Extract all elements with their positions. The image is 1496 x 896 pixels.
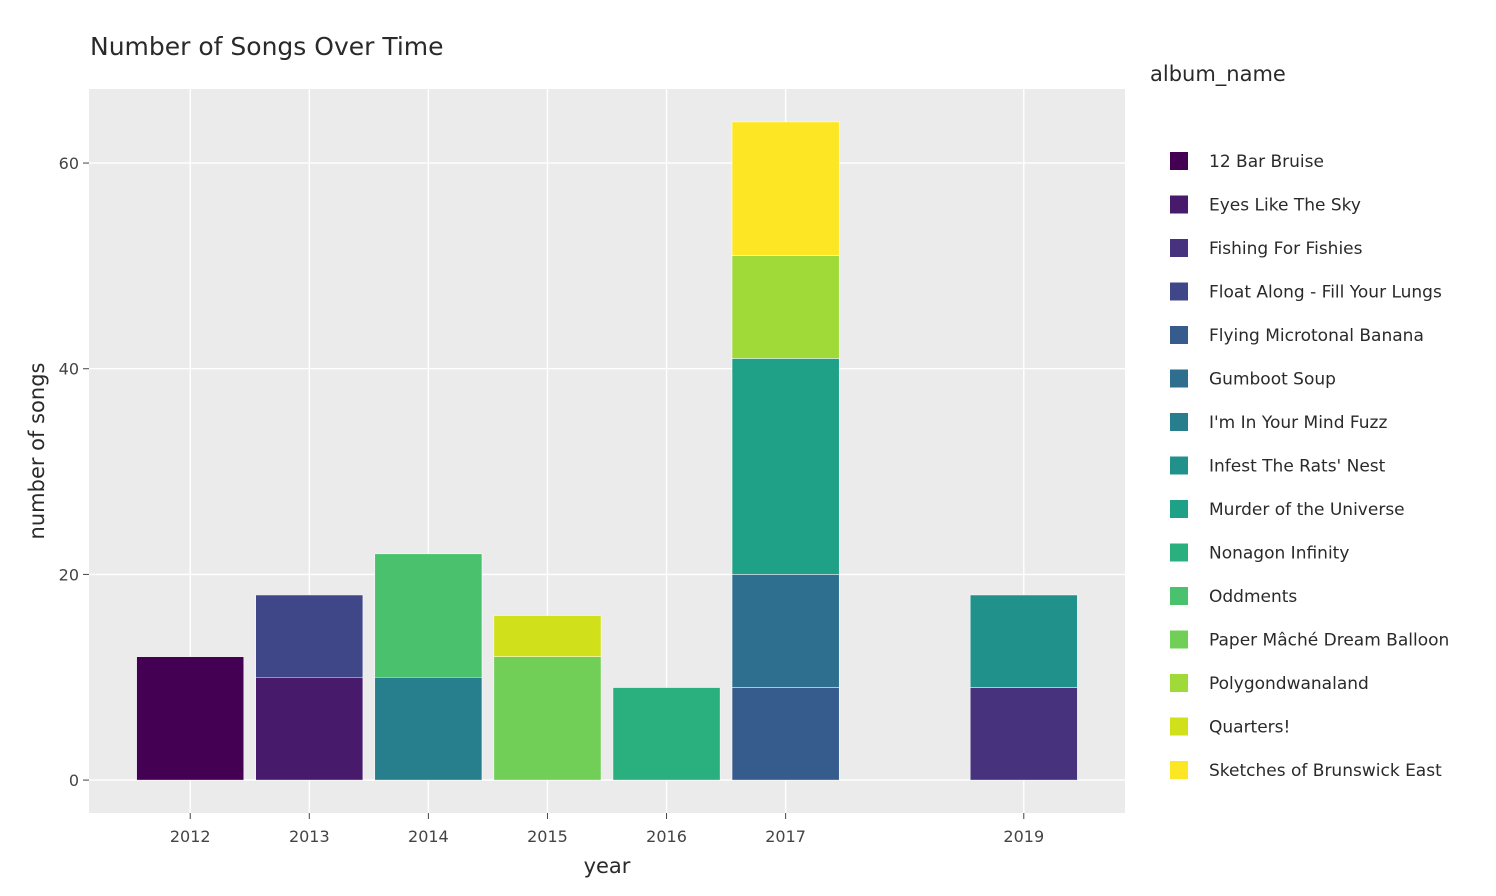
legend-label: Polygondwanaland	[1209, 674, 1369, 694]
y-tick-label: 20	[59, 565, 79, 584]
legend-item[interactable]: Oddments	[1170, 587, 1297, 607]
x-tick-label: 2013	[289, 827, 330, 846]
legend-swatch	[1170, 674, 1188, 692]
bars	[136, 121, 1078, 781]
legend-item[interactable]: Polygondwanaland	[1170, 674, 1369, 694]
legend-label: I'm In Your Mind Fuzz	[1209, 413, 1387, 433]
legend-label: Float Along - Fill Your Lungs	[1209, 283, 1442, 303]
legend-label: Eyes Like The Sky	[1209, 196, 1361, 216]
legend-label: Gumboot Soup	[1209, 370, 1336, 390]
plot-area	[89, 89, 1125, 813]
legend-item[interactable]: Fishing For Fishies	[1170, 239, 1363, 259]
legend-item[interactable]: 12 Bar Bruise	[1170, 152, 1324, 172]
legend-item[interactable]: Float Along - Fill Your Lungs	[1170, 282, 1442, 303]
x-tick-label: 2015	[527, 827, 568, 846]
legend-item[interactable]: Murder of the Universe	[1170, 500, 1405, 520]
bar-segment[interactable]	[255, 594, 364, 678]
legend-swatch	[1170, 630, 1188, 649]
legend-item[interactable]: I'm In Your Mind Fuzz	[1170, 413, 1387, 433]
legend-swatch	[1170, 369, 1188, 388]
bar-segment[interactable]	[374, 553, 483, 678]
y-tick-label: 0	[69, 771, 79, 790]
x-tick-label: 2012	[170, 827, 211, 846]
legend-title: album_name	[1150, 62, 1286, 87]
legend-label: Oddments	[1209, 587, 1297, 607]
bar-segment[interactable]	[612, 687, 721, 781]
chart-title: Number of Songs Over Time	[90, 32, 444, 61]
legend-item[interactable]: Quarters!	[1170, 717, 1290, 738]
x-tick-label: 2016	[646, 827, 687, 846]
legend-label: Infest The Rats' Nest	[1209, 457, 1386, 477]
legend-label: Flying Microtonal Banana	[1209, 326, 1424, 346]
bar-segment[interactable]	[731, 121, 840, 256]
legend-item[interactable]: Paper Mâché Dream Balloon	[1170, 630, 1449, 651]
legend-label: Nonagon Infinity	[1209, 544, 1349, 564]
bar-segment[interactable]	[731, 358, 840, 575]
legend-label: Murder of the Universe	[1209, 500, 1405, 520]
legend-label: Paper Mâché Dream Balloon	[1209, 631, 1449, 651]
legend[interactable]: 12 Bar Bruise Eyes Like The Sky Fishing Fo…	[1170, 152, 1449, 781]
legend-swatch	[1170, 761, 1188, 779]
legend-item[interactable]: Nonagon Infinity	[1170, 543, 1349, 564]
legend-label: 12 Bar Bruise	[1209, 152, 1324, 172]
legend-swatch	[1170, 152, 1188, 170]
x-tick-label: 2019	[1003, 827, 1044, 846]
bar-segment[interactable]	[374, 677, 483, 781]
x-axis-ticks: 2012 2013 2014 2015 2016 2017 2019	[170, 813, 1044, 846]
bar-segment[interactable]	[136, 656, 245, 781]
legend-swatch	[1170, 326, 1188, 344]
bar-segment[interactable]	[731, 687, 840, 781]
legend-swatch	[1170, 239, 1188, 257]
legend-item[interactable]: Flying Microtonal Banana	[1170, 326, 1424, 346]
legend-item[interactable]: Sketches of Brunswick East	[1170, 761, 1442, 781]
y-axis-title: number of songs	[25, 363, 49, 540]
legend-label: Sketches of Brunswick East	[1209, 761, 1442, 781]
legend-swatch	[1170, 456, 1188, 475]
legend-swatch	[1170, 413, 1188, 431]
bar-segment[interactable]	[969, 687, 1078, 781]
legend-swatch	[1170, 282, 1188, 301]
bar-segment[interactable]	[969, 594, 1078, 688]
bar-segment[interactable]	[493, 656, 602, 781]
bar-segment[interactable]	[731, 255, 840, 359]
bar-segment[interactable]	[731, 574, 840, 688]
y-axis-ticks: 0 20 40 60	[59, 154, 89, 790]
legend-item[interactable]: Gumboot Soup	[1170, 369, 1336, 390]
legend-swatch	[1170, 543, 1188, 562]
legend-label: Quarters!	[1209, 718, 1290, 738]
legend-swatch	[1170, 717, 1188, 736]
legend-item[interactable]: Eyes Like The Sky	[1170, 195, 1361, 216]
x-axis-title: year	[584, 854, 631, 878]
legend-swatch	[1170, 500, 1188, 518]
y-tick-label: 60	[59, 154, 79, 173]
bar-segment[interactable]	[493, 615, 602, 657]
bar-segment[interactable]	[255, 677, 364, 781]
legend-item[interactable]: Infest The Rats' Nest	[1170, 456, 1386, 477]
legend-label: Fishing For Fishies	[1209, 239, 1363, 259]
y-tick-label: 40	[59, 360, 79, 379]
legend-swatch	[1170, 587, 1188, 605]
x-tick-label: 2014	[408, 827, 449, 846]
x-tick-label: 2017	[765, 827, 806, 846]
legend-swatch	[1170, 195, 1188, 214]
